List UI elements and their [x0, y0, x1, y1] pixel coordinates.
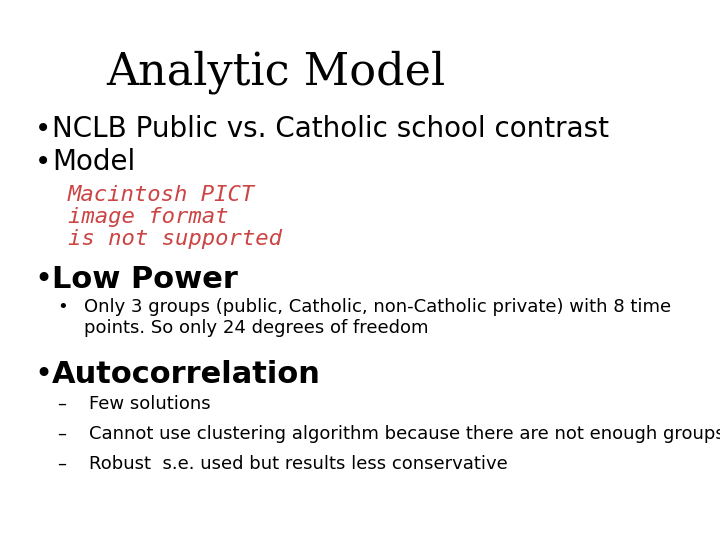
Text: Analytic Model: Analytic Model	[107, 50, 446, 93]
Text: Robust  s.e. used but results less conservative: Robust s.e. used but results less conser…	[89, 455, 508, 473]
Text: –: –	[58, 425, 66, 443]
Text: •: •	[58, 298, 68, 316]
Text: Autocorrelation: Autocorrelation	[52, 360, 321, 389]
Text: Model: Model	[52, 148, 135, 176]
Text: Low Power: Low Power	[52, 265, 238, 294]
Text: •: •	[35, 265, 53, 294]
Text: –: –	[58, 455, 66, 473]
Text: •: •	[35, 148, 51, 176]
Text: Macintosh PICT: Macintosh PICT	[68, 185, 255, 205]
Text: •: •	[35, 360, 53, 389]
Text: NCLB Public vs. Catholic school contrast: NCLB Public vs. Catholic school contrast	[52, 115, 609, 143]
Text: Cannot use clustering algorithm because there are not enough groups: Cannot use clustering algorithm because …	[89, 425, 720, 443]
Text: image format: image format	[68, 207, 228, 227]
Text: –: –	[58, 395, 66, 413]
Text: Few solutions: Few solutions	[89, 395, 211, 413]
Text: Only 3 groups (public, Catholic, non-Catholic private) with 8 time
points. So on: Only 3 groups (public, Catholic, non-Cat…	[84, 298, 672, 337]
Text: •: •	[35, 115, 51, 143]
Text: is not supported: is not supported	[68, 229, 282, 249]
